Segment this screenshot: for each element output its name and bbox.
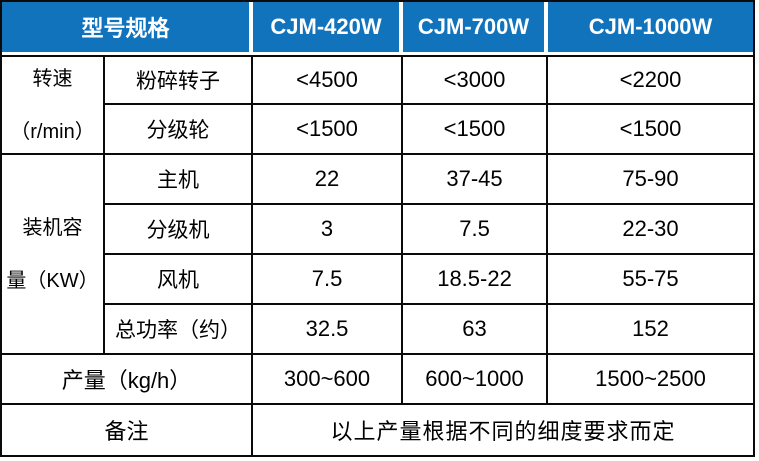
value-cell: 3 bbox=[253, 205, 404, 255]
row-main-machine: 装机容 量（KW） 主机 22 37-45 75-90 bbox=[2, 155, 754, 355]
value-cell: 22 bbox=[253, 155, 404, 205]
row-label-cell: 总功率（约） bbox=[105, 305, 254, 355]
header-cell-cjm-420w: CJM-420W bbox=[253, 2, 404, 55]
row-classifier-wheel: 分级轮 <1500 <1500 <1500 bbox=[2, 105, 754, 155]
value-cell: 22-30 bbox=[548, 205, 754, 255]
value-cell: 7.5 bbox=[403, 205, 549, 255]
value-cell: 55-75 bbox=[548, 255, 754, 305]
group-label-line: （r/min） bbox=[10, 120, 95, 143]
row-label-cell: 风机 bbox=[105, 255, 254, 305]
capacity-label-cell: 产量（kg/h） bbox=[2, 355, 254, 405]
value-cell: <4500 bbox=[253, 55, 404, 105]
header-cell-cjm-700w: CJM-700W bbox=[403, 2, 549, 55]
value-cell: <2200 bbox=[548, 55, 754, 105]
group-label-line: 量（KW） bbox=[6, 269, 99, 292]
group-label-line: 转速 bbox=[32, 67, 73, 90]
value-cell: <1500 bbox=[253, 105, 404, 155]
remark-label-cell: 备注 bbox=[2, 405, 254, 455]
group-cell-speed: 转速 （r/min） bbox=[2, 55, 105, 155]
row-label-cell: 分级机 bbox=[105, 205, 254, 255]
value-cell: 300~600 bbox=[253, 355, 404, 405]
header-row: 型号规格 CJM-420W CJM-700W CJM-1000W bbox=[2, 2, 754, 55]
header-cell-model-spec: 型号规格 bbox=[2, 2, 254, 55]
value-cell: 75-90 bbox=[548, 155, 754, 205]
row-fan: 风机 7.5 18.5-22 55-75 bbox=[2, 255, 754, 305]
row-classifier-machine: 分级机 3 7.5 22-30 bbox=[2, 205, 754, 255]
remark-note-cell: 以上产量根据不同的细度要求而定 bbox=[253, 405, 754, 455]
row-label-cell: 分级轮 bbox=[105, 105, 254, 155]
value-cell: <1500 bbox=[548, 105, 754, 155]
row-crushing-rotor: 转速 （r/min） 粉碎转子 <4500 <3000 <2200 bbox=[2, 55, 754, 155]
value-cell: 600~1000 bbox=[403, 355, 549, 405]
header-cell-cjm-1000w: CJM-1000W bbox=[548, 2, 754, 55]
value-cell: 37-45 bbox=[403, 155, 549, 205]
value-cell: 32.5 bbox=[253, 305, 404, 355]
row-remark: 备注 以上产量根据不同的细度要求而定 bbox=[2, 405, 754, 455]
group-label-line: 装机容 bbox=[22, 216, 83, 239]
value-cell: 152 bbox=[548, 305, 754, 355]
row-label-cell: 主机 bbox=[105, 155, 254, 205]
value-cell: 7.5 bbox=[253, 255, 404, 305]
row-capacity: 产量（kg/h） 300~600 600~1000 1500~2500 bbox=[2, 355, 754, 405]
value-cell: 1500~2500 bbox=[548, 355, 754, 405]
group-cell-installed-power: 装机容 量（KW） bbox=[2, 155, 105, 355]
row-total-power: 总功率（约） 32.5 63 152 bbox=[2, 305, 754, 355]
row-label-cell: 粉碎转子 bbox=[105, 55, 254, 105]
value-cell: 63 bbox=[403, 305, 549, 355]
value-cell: <3000 bbox=[403, 55, 549, 105]
value-cell: 18.5-22 bbox=[403, 255, 549, 305]
value-cell: <1500 bbox=[403, 105, 549, 155]
